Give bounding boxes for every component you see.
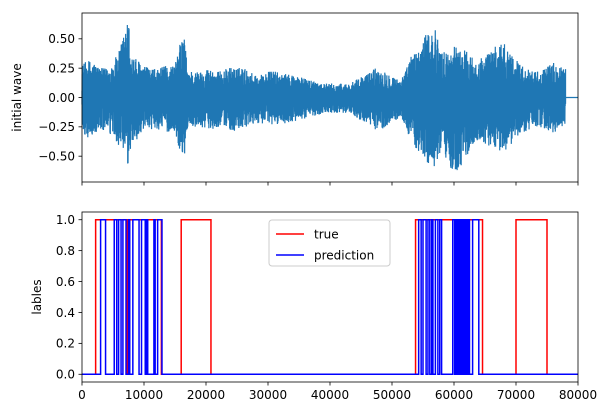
y-tick-label: 1.0 bbox=[56, 213, 75, 227]
y-tick-label: 0.6 bbox=[56, 275, 75, 289]
waveform-plot: −0.50 −0.25 0.00 0.25 0.50 initial wave bbox=[10, 12, 579, 186]
legend: true prediction bbox=[268, 219, 391, 267]
y-tick-label: 0.00 bbox=[48, 91, 75, 105]
true-line bbox=[82, 218, 578, 376]
waveform-series bbox=[81, 25, 578, 171]
legend-prediction-label: prediction bbox=[314, 249, 374, 263]
labels-series bbox=[82, 218, 578, 376]
y-tick-label: 0.50 bbox=[48, 32, 75, 46]
legend-true-label: true bbox=[314, 228, 339, 242]
prediction-line bbox=[82, 218, 578, 376]
y-tick-label: −0.25 bbox=[38, 120, 75, 134]
x-tick-label: 50000 bbox=[373, 388, 411, 402]
labels-plot: 0.0 0.2 0.4 0.6 0.8 1.0 0 10000 20000 30000 40000… bbox=[30, 211, 597, 402]
x-tick-label: 20000 bbox=[187, 388, 225, 402]
y-tick-label: 0.0 bbox=[56, 368, 75, 382]
y-tick-label: 0.8 bbox=[56, 244, 75, 258]
waveform-y-axis-label: initial wave bbox=[10, 63, 24, 131]
waveform-y-axis: −0.50 −0.25 0.00 0.25 0.50 bbox=[38, 32, 82, 163]
x-tick-label: 60000 bbox=[435, 388, 473, 402]
y-tick-label: 0.25 bbox=[48, 61, 75, 75]
labels-x-axis: 0 10000 20000 30000 40000 50000 60000 70000 8000… bbox=[78, 382, 597, 402]
labels-y-axis-label: lables bbox=[30, 279, 44, 314]
x-tick-label: 10000 bbox=[125, 388, 163, 402]
x-tick-label: 70000 bbox=[497, 388, 535, 402]
y-tick-label: −0.50 bbox=[38, 149, 75, 163]
labels-plot-frame bbox=[81, 211, 579, 383]
x-tick-label: 0 bbox=[78, 388, 86, 402]
x-tick-label: 40000 bbox=[311, 388, 349, 402]
labels-y-axis: 0.0 0.2 0.4 0.6 0.8 1.0 bbox=[56, 213, 82, 382]
y-tick-label: 0.4 bbox=[56, 306, 75, 320]
y-tick-label: 0.2 bbox=[56, 337, 75, 351]
waveform-plot-frame bbox=[81, 12, 579, 183]
x-tick-label: 30000 bbox=[249, 388, 287, 402]
waveform-line bbox=[81, 25, 578, 171]
waveform-x-axis bbox=[81, 182, 579, 186]
x-tick-label: 80000 bbox=[559, 388, 597, 402]
